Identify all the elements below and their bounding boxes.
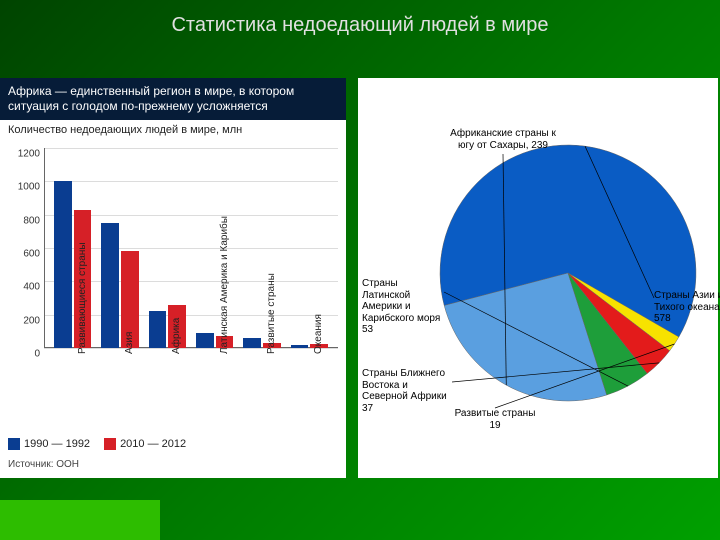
bar-ytick: 800	[23, 215, 40, 226]
bar	[243, 338, 261, 348]
accent-strip	[0, 500, 160, 540]
left-header: Африка — единственный регион в мире, в к…	[0, 78, 346, 120]
left-subtitle: Количество недоедающих людей в мире, млн	[0, 120, 346, 136]
bar-legend: 1990 — 1992 2010 — 2012	[8, 438, 186, 450]
page-title: Статистика недоедающий людей в мире	[0, 14, 720, 37]
bar-category-label: Латинская Америка и Карибы	[219, 216, 230, 354]
right-panel: Страны Азии и Тихого океана 578 Африканск…	[358, 78, 718, 478]
legend-swatch	[8, 438, 20, 450]
pie-label: Страны Азии и Тихого океана 578	[654, 290, 720, 325]
legend-label: 2010 — 2012	[120, 438, 186, 450]
bar-ytick: 600	[23, 249, 40, 260]
bar-ytick: 200	[23, 315, 40, 326]
bar-category-label: Азия	[124, 332, 135, 354]
bar	[54, 181, 72, 348]
left-panel: Африка — единственный регион в мире, в к…	[0, 78, 346, 478]
bar	[196, 333, 214, 348]
bar-category-label: Развивающиеся страны	[77, 242, 88, 354]
bar-ytick: 400	[23, 282, 40, 293]
bar-category-label: Африка	[171, 318, 182, 354]
pie-label: Страны Латинской Америки и Карибского мо…	[362, 278, 444, 336]
bar-ytick: 1200	[18, 149, 40, 160]
bar-chart: 020040060080010001200Развивающиеся стран…	[44, 148, 338, 348]
bar	[291, 345, 309, 348]
bar-source: Источник: ООН	[8, 459, 79, 470]
legend-label: 1990 — 1992	[24, 438, 90, 450]
pie-label: Африканские страны к югу от Сахары, 239	[448, 128, 558, 151]
bar-ytick: 1000	[18, 182, 40, 193]
bar-category-label: Океания	[313, 314, 324, 354]
bar	[149, 311, 167, 348]
bar-ytick: 0	[34, 349, 40, 360]
pie-label: Страны Ближнего Востока и Северной Африк…	[362, 368, 452, 414]
pie-label: Развитые страны 19	[450, 408, 540, 431]
bar	[101, 223, 119, 348]
bar-category-label: Развитые страны	[266, 273, 277, 354]
legend-swatch	[104, 438, 116, 450]
